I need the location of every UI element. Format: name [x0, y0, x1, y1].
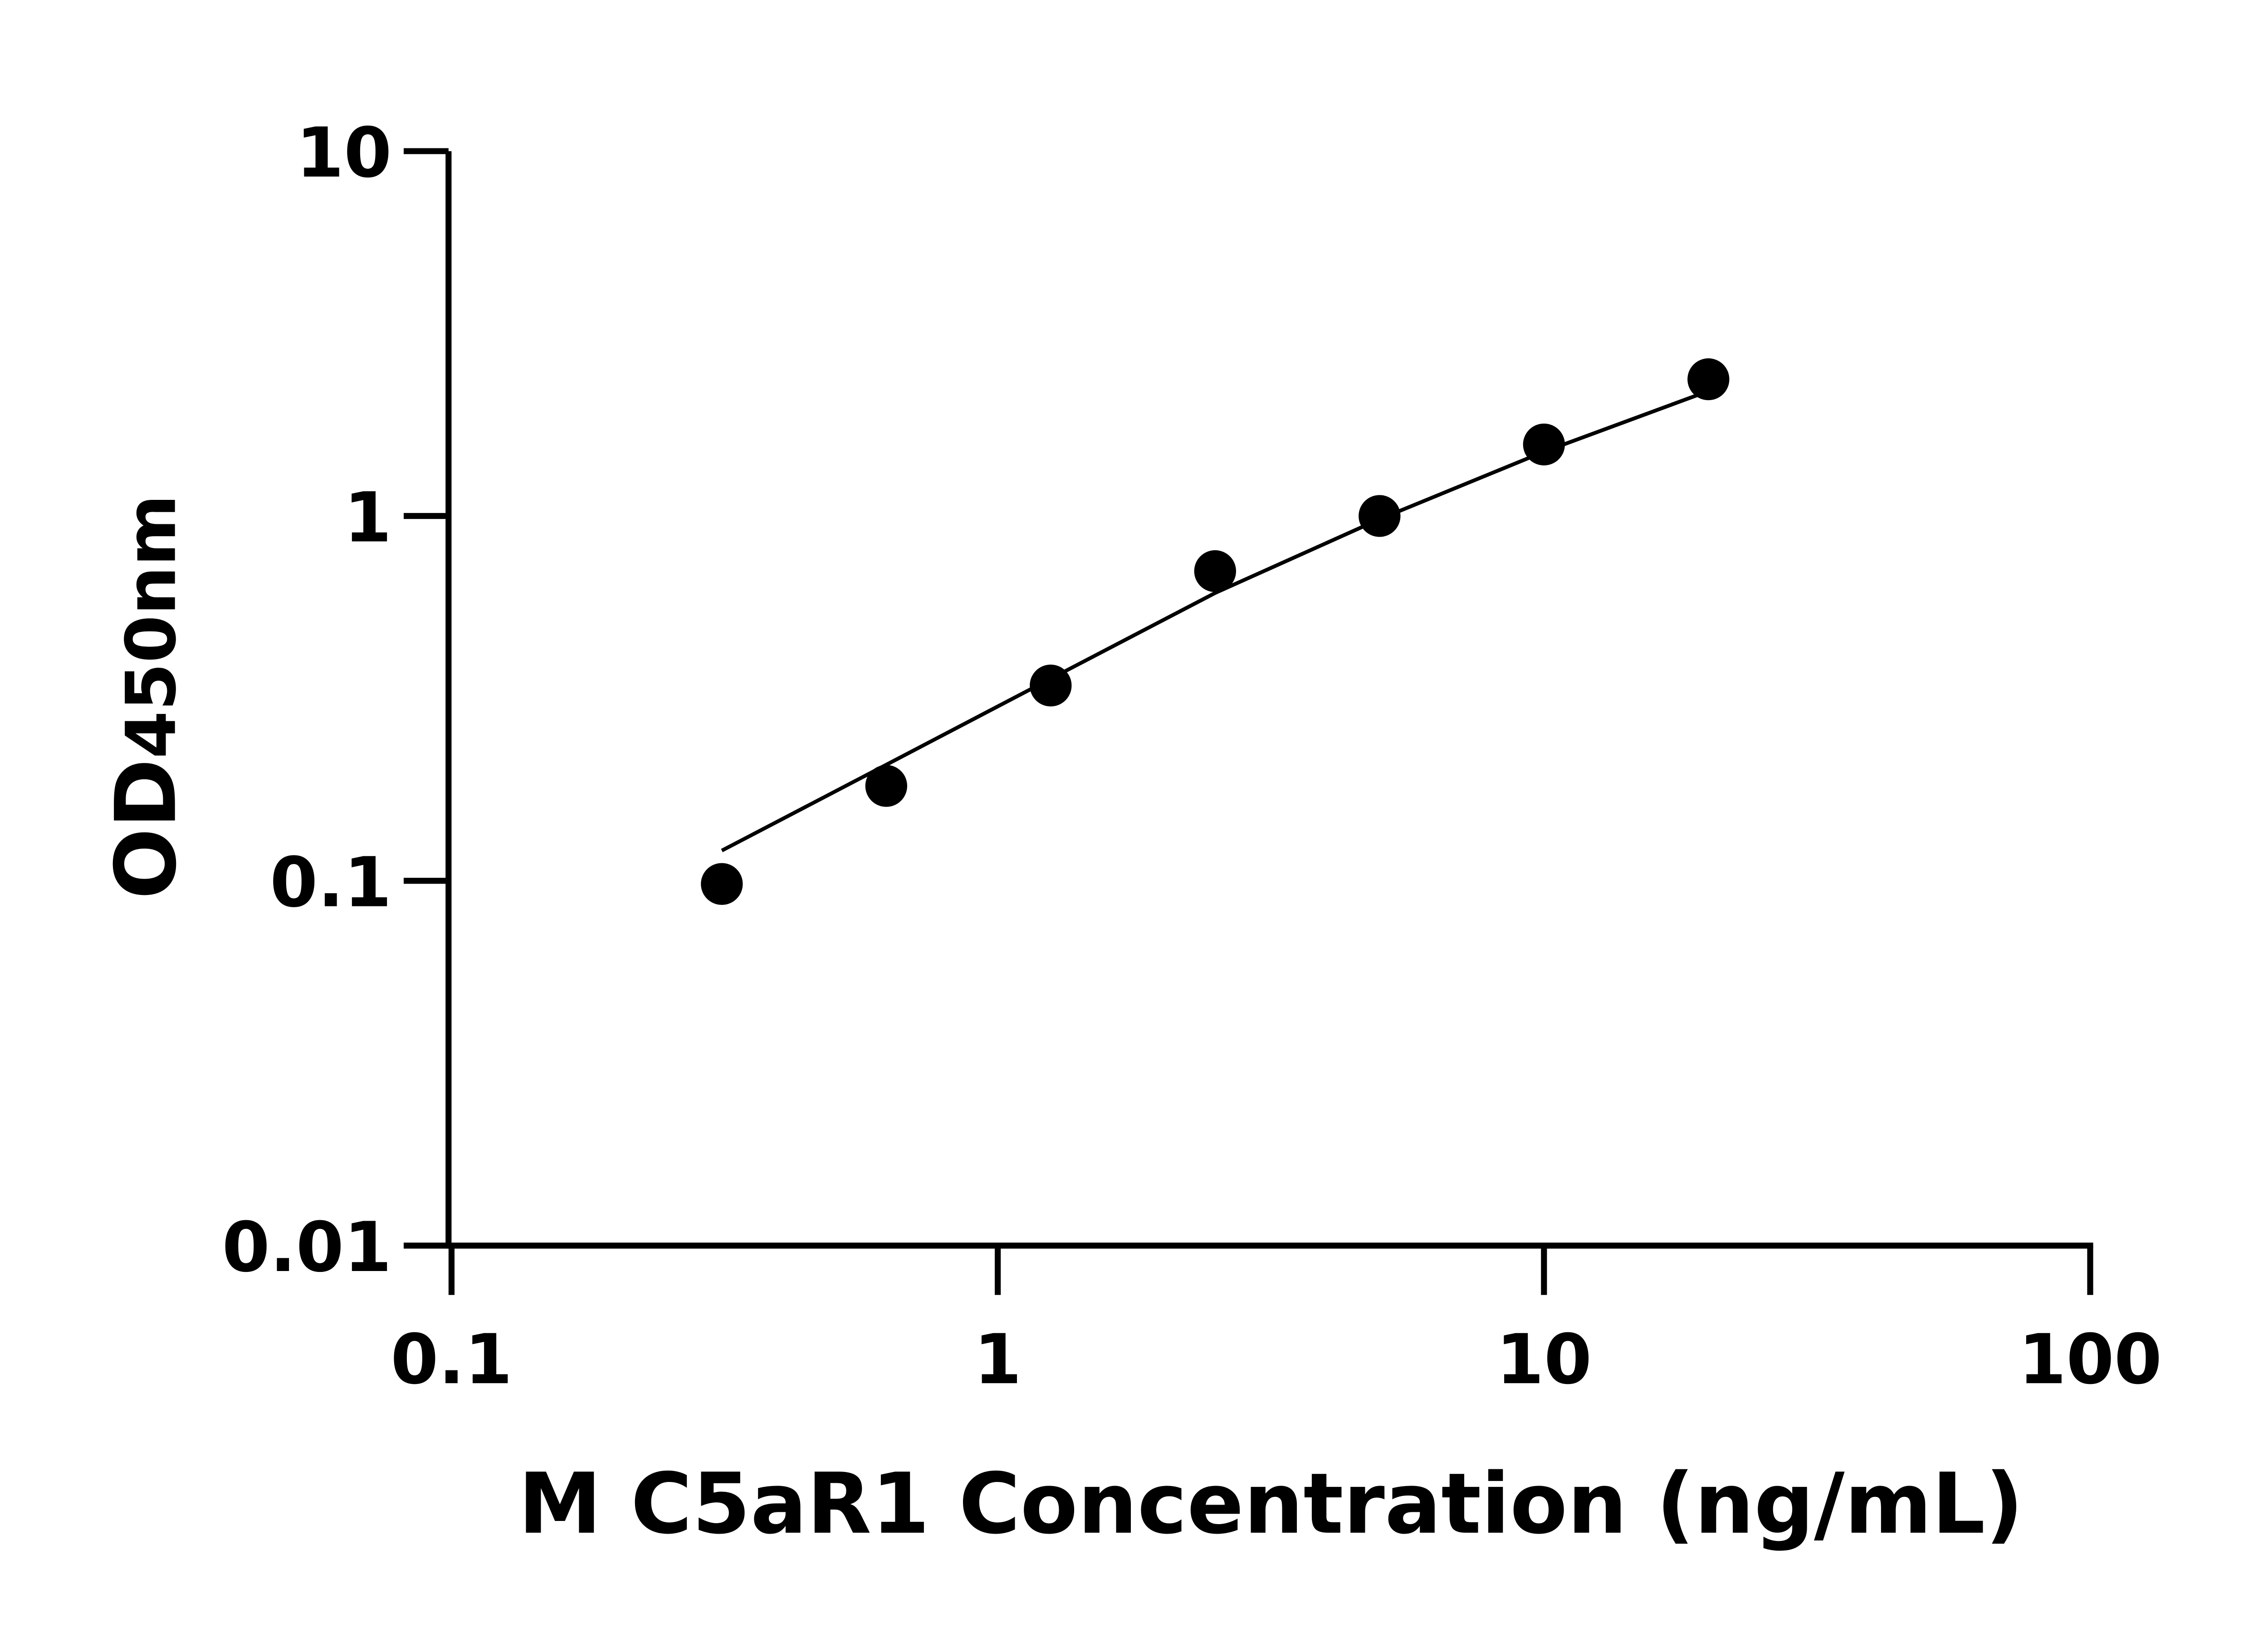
data-point [701, 863, 743, 905]
y-axis-label-sub: 450nm [111, 494, 191, 758]
x-tick-label: 1 [974, 1319, 1022, 1399]
y-tick-label: 0.1 [270, 842, 392, 923]
data-point [1194, 550, 1236, 592]
y-tick-label: 1 [344, 478, 391, 558]
y-axis-label: OD450nm [98, 494, 195, 900]
y-axis-label-main: OD [98, 758, 195, 899]
x-axis-label: M C5aR1 Concentration (ng/mL) [518, 1455, 2024, 1553]
data-point [1687, 358, 1730, 401]
data-point [1030, 665, 1072, 707]
y-tick-label: 10 [296, 112, 392, 193]
x-tick-label: 100 [2019, 1319, 2162, 1399]
data-point [865, 765, 907, 807]
y-tick-label: 0.01 [222, 1207, 392, 1287]
axes [445, 151, 2093, 1249]
data-point [1523, 423, 1565, 466]
data-point [1359, 495, 1401, 537]
x-tick-label: 0.1 [391, 1319, 513, 1399]
x-tick-label: 10 [1496, 1319, 1592, 1399]
